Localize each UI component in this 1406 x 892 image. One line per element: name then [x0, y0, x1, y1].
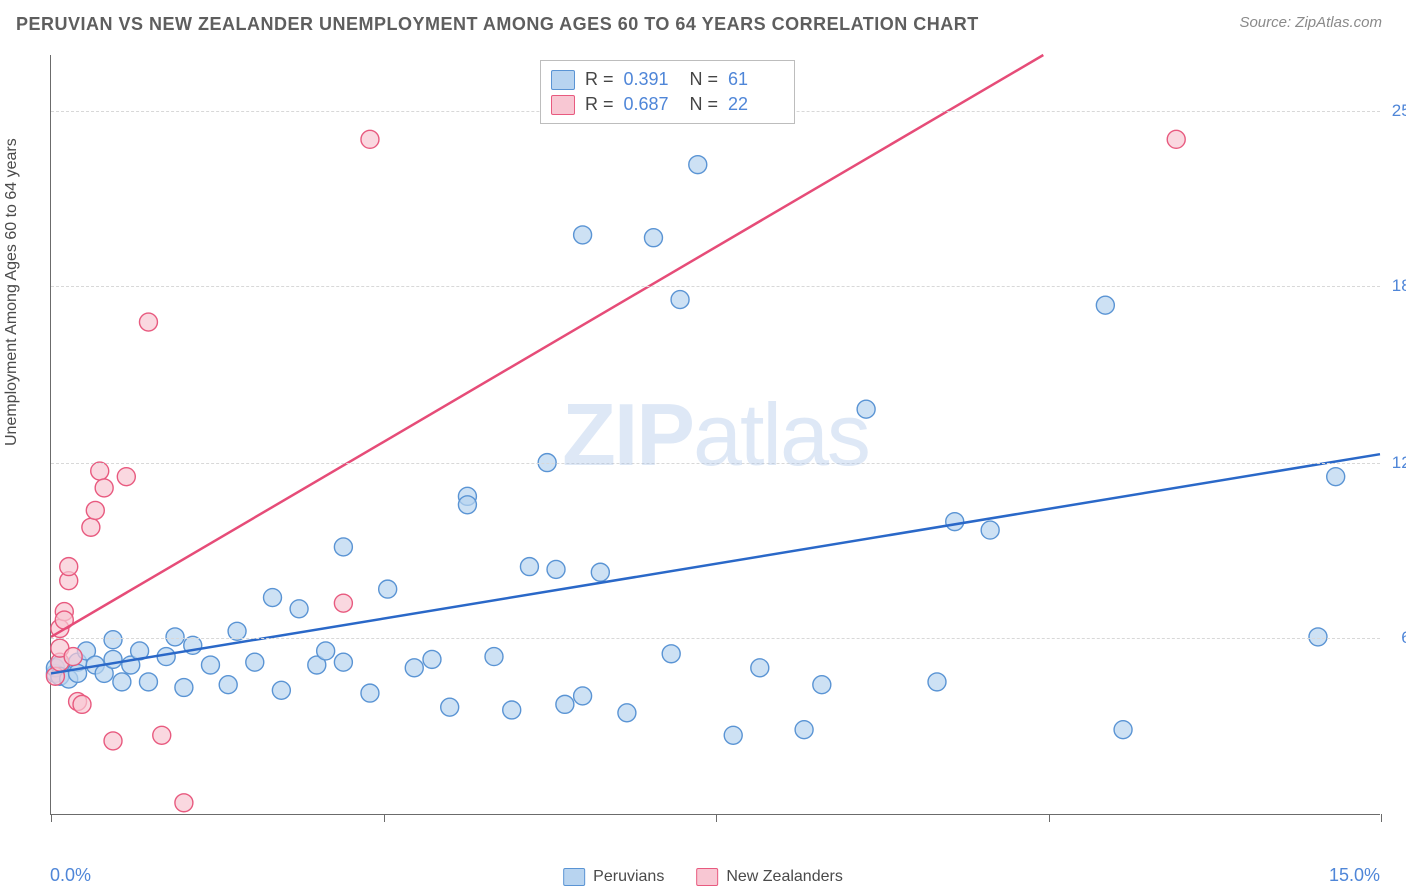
- data-point: [857, 400, 875, 418]
- r-value-series1: 0.391: [624, 69, 680, 90]
- bottom-legend: Peruvians New Zealanders: [563, 868, 843, 886]
- data-point: [671, 291, 689, 309]
- data-point: [928, 673, 946, 691]
- data-point: [1327, 468, 1345, 486]
- legend-item-series1: Peruvians: [563, 868, 664, 886]
- data-point: [86, 501, 104, 519]
- x-axis-max-label: 15.0%: [1329, 865, 1380, 886]
- data-point: [104, 650, 122, 668]
- x-tick-mark: [1381, 814, 1382, 822]
- data-point: [246, 653, 264, 671]
- data-point: [574, 687, 592, 705]
- data-point: [104, 631, 122, 649]
- data-point: [104, 732, 122, 750]
- data-point: [361, 684, 379, 702]
- data-point: [520, 558, 538, 576]
- y-axis-label: Unemployment Among Ages 60 to 64 years: [3, 138, 21, 446]
- data-point: [981, 521, 999, 539]
- stats-legend-box: R = 0.391 N = 61 R = 0.687 N = 22: [540, 60, 795, 124]
- data-point: [153, 726, 171, 744]
- data-point: [64, 648, 82, 666]
- data-point: [361, 130, 379, 148]
- data-point: [547, 560, 565, 578]
- data-point: [405, 659, 423, 677]
- data-point: [317, 642, 335, 660]
- data-point: [82, 518, 100, 536]
- data-point: [423, 650, 441, 668]
- data-point: [379, 580, 397, 598]
- gridline: [51, 638, 1380, 639]
- data-point: [334, 594, 352, 612]
- data-point: [175, 794, 193, 812]
- data-point: [618, 704, 636, 722]
- data-point: [813, 676, 831, 694]
- data-point: [751, 659, 769, 677]
- data-point: [272, 681, 290, 699]
- data-point: [795, 721, 813, 739]
- data-point: [60, 558, 78, 576]
- swatch-series1: [551, 70, 575, 90]
- data-point: [175, 679, 193, 697]
- trend-line: [51, 55, 1043, 637]
- legend-label-series2: New Zealanders: [726, 868, 843, 886]
- stats-row-series2: R = 0.687 N = 22: [551, 92, 784, 117]
- n-value-series2: 22: [728, 94, 784, 115]
- data-point: [139, 313, 157, 331]
- data-point: [264, 589, 282, 607]
- n-value-series1: 61: [728, 69, 784, 90]
- r-value-series2: 0.687: [624, 94, 680, 115]
- data-point: [591, 563, 609, 581]
- data-point: [946, 513, 964, 531]
- data-point: [574, 226, 592, 244]
- data-point: [113, 673, 131, 691]
- data-point: [556, 695, 574, 713]
- stats-row-series1: R = 0.391 N = 61: [551, 67, 784, 92]
- data-point: [724, 726, 742, 744]
- x-tick-mark: [51, 814, 52, 822]
- data-point: [689, 156, 707, 174]
- y-tick-label: 6.3%: [1384, 628, 1406, 648]
- data-point: [334, 653, 352, 671]
- gridline: [51, 286, 1380, 287]
- y-tick-label: 25.0%: [1384, 101, 1406, 121]
- swatch-series2-icon: [696, 868, 718, 886]
- data-point: [1167, 130, 1185, 148]
- data-point: [1096, 296, 1114, 314]
- trend-line: [51, 454, 1380, 673]
- data-point: [503, 701, 521, 719]
- legend-label-series1: Peruvians: [593, 868, 664, 886]
- data-point: [485, 648, 503, 666]
- swatch-series1-icon: [563, 868, 585, 886]
- data-point: [201, 656, 219, 674]
- data-point: [644, 229, 662, 247]
- data-point: [219, 676, 237, 694]
- x-axis-min-label: 0.0%: [50, 865, 91, 886]
- data-point: [139, 673, 157, 691]
- chart-title: PERUVIAN VS NEW ZEALANDER UNEMPLOYMENT A…: [16, 14, 979, 35]
- data-point: [441, 698, 459, 716]
- data-point: [117, 468, 135, 486]
- gridline: [51, 463, 1380, 464]
- x-tick-mark: [716, 814, 717, 822]
- x-tick-mark: [1049, 814, 1050, 822]
- swatch-series2: [551, 95, 575, 115]
- y-tick-label: 18.8%: [1384, 276, 1406, 296]
- data-point: [95, 479, 113, 497]
- data-point: [662, 645, 680, 663]
- source-attribution: Source: ZipAtlas.com: [1239, 14, 1382, 31]
- data-point: [334, 538, 352, 556]
- data-point: [91, 462, 109, 480]
- legend-item-series2: New Zealanders: [696, 868, 843, 886]
- y-tick-label: 12.5%: [1384, 453, 1406, 473]
- data-point: [1114, 721, 1132, 739]
- data-point: [73, 695, 91, 713]
- x-tick-mark: [384, 814, 385, 822]
- data-point: [290, 600, 308, 618]
- data-point: [458, 496, 476, 514]
- chart-plot-area: ZIPatlas 6.3%12.5%18.8%25.0%: [50, 55, 1380, 815]
